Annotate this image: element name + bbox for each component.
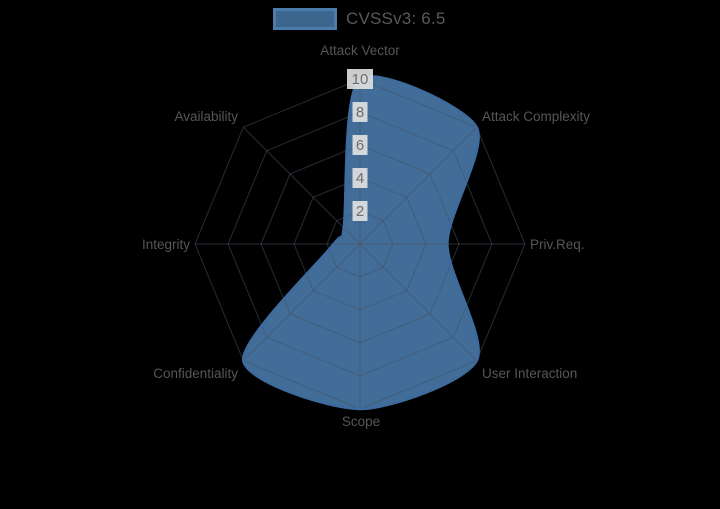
legend-item[interactable]: CVSSv3: 6.5 bbox=[273, 8, 446, 30]
tick-label: 6 bbox=[356, 137, 364, 154]
axis-label-user-interaction: User Interaction bbox=[482, 366, 577, 381]
grid-spoke bbox=[242, 126, 361, 245]
axis-label-scope: Scope bbox=[342, 414, 380, 429]
tick-label: 4 bbox=[356, 170, 364, 187]
axis-label-confidentiality: Confidentiality bbox=[153, 366, 238, 381]
axis-label-attack-vector: Attack Vector bbox=[320, 43, 400, 58]
tick-label: 10 bbox=[352, 71, 369, 88]
tick-backdrop bbox=[352, 102, 368, 122]
tick-backdrop bbox=[347, 69, 373, 89]
grid-spoke bbox=[359, 243, 478, 362]
legend-label: CVSSv3: 6.5 bbox=[346, 9, 446, 28]
tick-backdrop bbox=[352, 168, 368, 188]
tick-backdrop bbox=[352, 135, 368, 155]
data-polygon-border bbox=[242, 75, 480, 411]
axis-label-priv-req: Priv.Req. bbox=[530, 237, 585, 252]
tick-label: 8 bbox=[356, 104, 364, 121]
grid-ring bbox=[293, 177, 427, 311]
grid-ring bbox=[326, 210, 394, 278]
tick-label: 2 bbox=[356, 203, 364, 220]
axis-label-attack-complexity: Attack Complexity bbox=[482, 109, 590, 124]
axis-label-integrity: Integrity bbox=[142, 237, 190, 252]
grid-spoke bbox=[242, 243, 361, 362]
tick-backdrop bbox=[352, 201, 368, 221]
axis-label-availability: Availability bbox=[174, 109, 238, 124]
legend-swatch bbox=[273, 8, 337, 30]
grid-ring bbox=[260, 144, 460, 344]
grid-spoke bbox=[359, 126, 478, 245]
